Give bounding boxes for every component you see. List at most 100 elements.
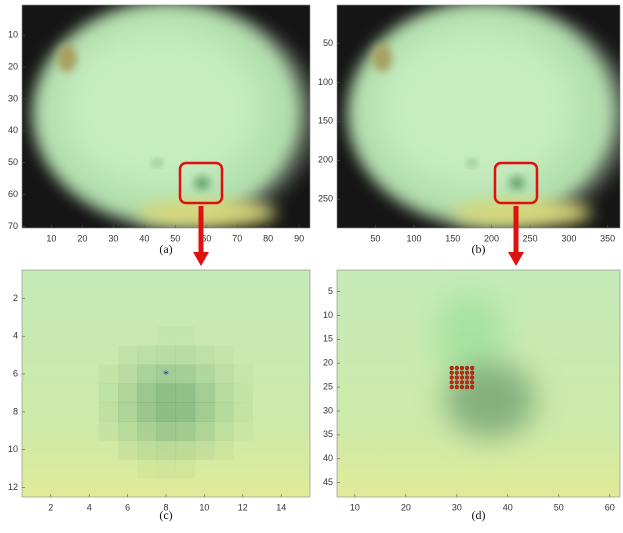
pixel [233,402,253,421]
x-tick-label: 200 [484,233,499,243]
y-tick-label: 20 [323,358,333,368]
pixel [214,384,234,403]
y-tick-label: 45 [323,477,333,487]
pixel [99,365,119,384]
x-tick-label: 300 [561,233,576,243]
pixel [195,384,215,403]
y-tick-label: 25 [323,381,333,391]
pixel [156,346,176,365]
panels: 10203040506070102030405060708090(a)50100… [8,3,623,522]
x-tick-label: 70 [232,233,242,243]
y-tick-label: 4 [13,331,18,341]
marker [465,376,469,380]
pixel [156,440,176,459]
x-tick-label: 14 [276,502,286,512]
marker [470,376,474,380]
pixel [176,402,196,421]
x-tick-label: 100 [407,233,422,243]
pixel [118,402,138,421]
marker [450,381,454,385]
x-tick-label: 250 [523,233,538,243]
pixel [156,384,176,403]
y-tick-label: 50 [8,157,18,167]
y-tick-label: 200 [318,155,333,165]
pixel [214,365,234,384]
y-tick-label: 30 [8,93,18,103]
disc-center [62,28,262,188]
pixel [176,421,196,440]
y-tick-label: 10 [323,310,333,320]
y-tick-label: 150 [318,116,333,126]
pixel [176,459,196,478]
panel [337,3,623,229]
y-tick-label: 20 [8,61,18,71]
pixel [156,402,176,421]
pixel [195,421,215,440]
pixel [176,384,196,403]
panel [337,270,620,497]
marker [450,376,454,380]
pixel [99,402,119,421]
yellow-edge [57,44,77,72]
pixel [214,440,234,459]
spot [467,159,477,167]
pixel [137,421,157,440]
panel: * [22,270,310,497]
spot [152,159,162,167]
arrow-head [508,252,524,266]
x-tick-label: 30 [452,502,462,512]
caption: (b) [472,242,486,256]
pixel [176,346,196,365]
x-tick-label: 12 [238,502,248,512]
x-tick-label: 60 [605,502,615,512]
x-tick-label: 40 [139,233,149,243]
pixel [176,440,196,459]
marker [455,381,459,385]
caption: (c) [159,508,172,522]
lesion [509,176,525,190]
pixel [137,440,157,459]
pixel [176,365,196,384]
lesion [194,176,210,190]
pixel [233,384,253,403]
y-tick-label: 100 [318,77,333,87]
x-tick-label: 350 [600,233,615,243]
pixel [195,440,215,459]
arrow-head [193,252,209,266]
pixel [99,421,119,440]
x-tick-label: 90 [294,233,304,243]
marker [450,371,454,375]
marker [470,371,474,375]
x-tick-label: 10 [199,502,209,512]
y-tick-label: 70 [8,221,18,231]
marker [470,381,474,385]
pixel [214,346,234,365]
marker [455,385,459,389]
x-tick-label: 50 [554,502,564,512]
marker [450,366,454,370]
x-tick-label: 4 [87,502,92,512]
y-tick-label: 6 [13,368,18,378]
pixel [233,365,253,384]
y-tick-label: 250 [318,194,333,204]
pixel [195,365,215,384]
marker [465,385,469,389]
pixel [118,440,138,459]
x-tick-label: 50 [370,233,380,243]
pixel [214,421,234,440]
marker [460,371,464,375]
pixel [195,402,215,421]
marker [455,376,459,380]
y-tick-label: 60 [8,189,18,199]
y-tick-label: 10 [8,444,18,454]
x-tick-label: 40 [503,502,513,512]
x-tick-label: 10 [46,233,56,243]
pixel [137,346,157,365]
pixel [137,365,157,384]
marker [455,366,459,370]
marker [460,376,464,380]
pixel [99,384,119,403]
marker [450,385,454,389]
pixel [118,365,138,384]
yellow-edge [372,44,392,72]
